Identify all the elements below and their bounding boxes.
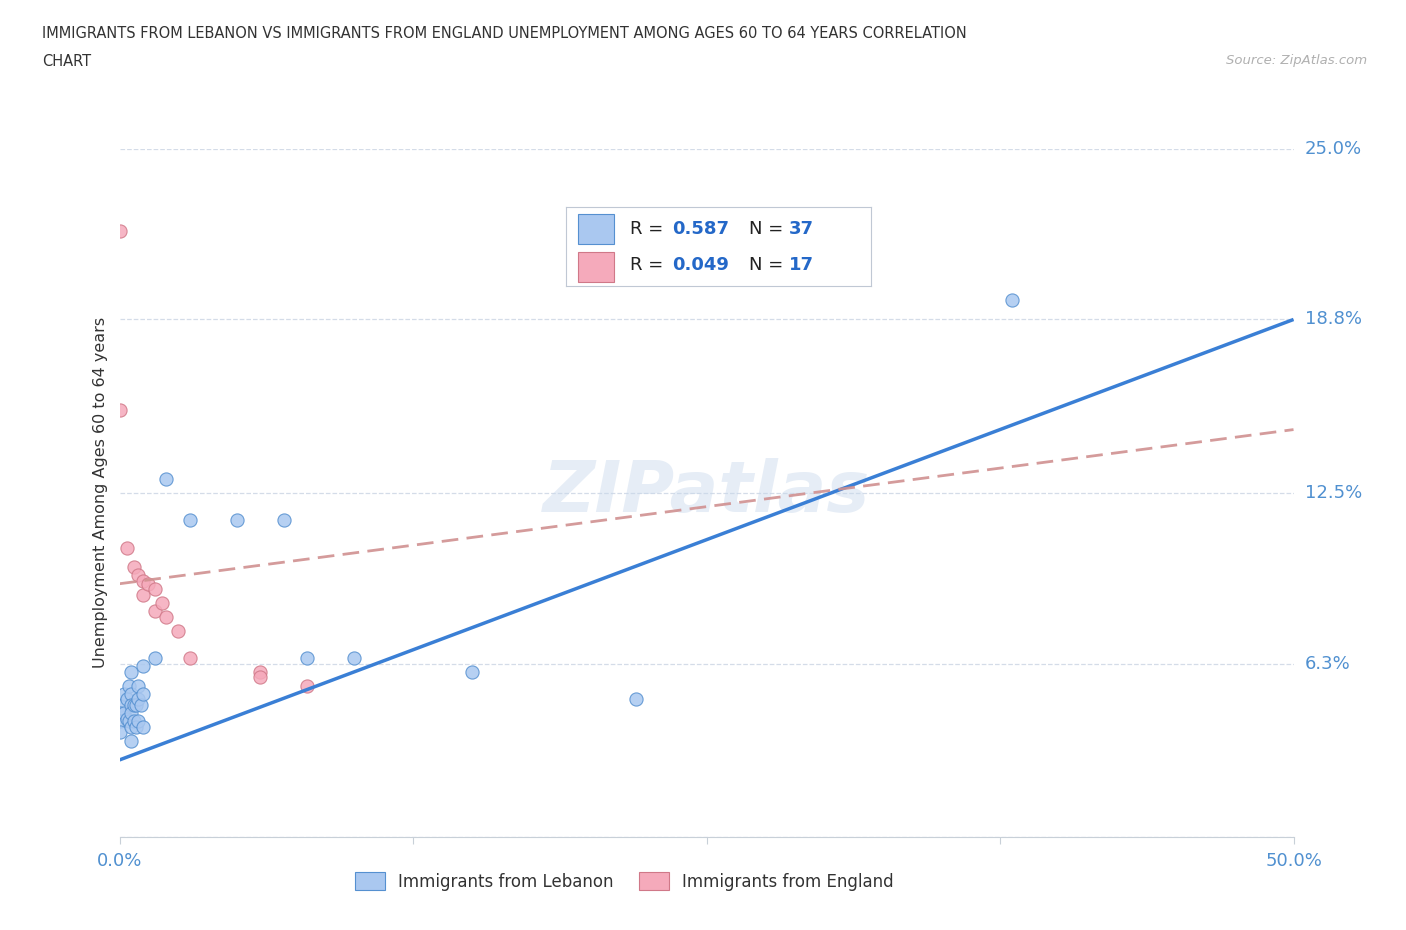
Point xyxy=(624,692,647,707)
Point xyxy=(125,698,148,712)
Point xyxy=(125,720,148,735)
Point xyxy=(108,725,131,740)
Point xyxy=(249,670,271,684)
Point xyxy=(108,224,131,239)
Text: IMMIGRANTS FROM LEBANON VS IMMIGRANTS FROM ENGLAND UNEMPLOYMENT AMONG AGES 60 TO: IMMIGRANTS FROM LEBANON VS IMMIGRANTS FR… xyxy=(42,26,967,41)
Point xyxy=(132,588,155,603)
Text: ZIPatlas: ZIPatlas xyxy=(543,458,870,527)
Point xyxy=(127,568,149,583)
Point xyxy=(273,513,295,528)
Point xyxy=(129,698,152,712)
Point xyxy=(127,678,149,693)
Point xyxy=(122,560,145,575)
Text: N =: N = xyxy=(749,256,789,274)
Text: 17: 17 xyxy=(789,256,814,274)
Point xyxy=(132,658,155,673)
Point xyxy=(297,651,319,666)
Point xyxy=(297,678,319,693)
Point xyxy=(132,686,155,701)
Point xyxy=(120,686,142,701)
Legend: Immigrants from Lebanon, Immigrants from England: Immigrants from Lebanon, Immigrants from… xyxy=(349,866,900,897)
Point xyxy=(225,513,249,528)
Text: CHART: CHART xyxy=(42,54,91,69)
Point xyxy=(120,698,142,712)
Point xyxy=(143,651,166,666)
Point xyxy=(112,686,135,701)
Point xyxy=(108,403,131,418)
Text: N =: N = xyxy=(749,219,789,238)
Point xyxy=(167,623,190,638)
Point xyxy=(120,706,142,721)
Point xyxy=(120,720,142,735)
Point xyxy=(112,706,135,721)
Bar xyxy=(578,252,614,282)
Y-axis label: Unemployment Among Ages 60 to 64 years: Unemployment Among Ages 60 to 64 years xyxy=(93,317,108,669)
Text: 12.5%: 12.5% xyxy=(1305,484,1362,502)
Text: R =: R = xyxy=(630,219,669,238)
Point xyxy=(143,604,166,618)
Text: 18.8%: 18.8% xyxy=(1305,311,1362,328)
Point xyxy=(343,651,366,666)
Point xyxy=(136,577,159,591)
Point xyxy=(122,698,145,712)
Point xyxy=(120,664,142,679)
Point xyxy=(1001,293,1024,308)
Point xyxy=(115,540,138,555)
Point xyxy=(115,711,138,726)
Point xyxy=(127,714,149,729)
Text: R =: R = xyxy=(630,256,669,274)
Point xyxy=(108,714,131,729)
Text: 37: 37 xyxy=(789,219,814,238)
Point xyxy=(132,720,155,735)
Point xyxy=(127,692,149,707)
Text: 6.3%: 6.3% xyxy=(1305,655,1351,672)
Point xyxy=(108,698,131,712)
Text: Source: ZipAtlas.com: Source: ZipAtlas.com xyxy=(1226,54,1367,67)
Point xyxy=(122,714,145,729)
Point xyxy=(132,574,155,589)
Point xyxy=(120,733,142,748)
Point xyxy=(155,609,177,624)
Point xyxy=(108,706,131,721)
Point xyxy=(143,582,166,597)
Point xyxy=(460,664,484,679)
Text: 0.049: 0.049 xyxy=(672,256,730,274)
Point xyxy=(150,595,173,610)
Point xyxy=(249,664,271,679)
Text: 0.587: 0.587 xyxy=(672,219,730,238)
Point xyxy=(179,651,201,666)
Bar xyxy=(578,214,614,244)
Point xyxy=(118,678,141,693)
Point xyxy=(118,714,141,729)
Text: 25.0%: 25.0% xyxy=(1305,140,1362,158)
Point xyxy=(155,472,177,486)
Point xyxy=(179,513,201,528)
Point xyxy=(115,692,138,707)
